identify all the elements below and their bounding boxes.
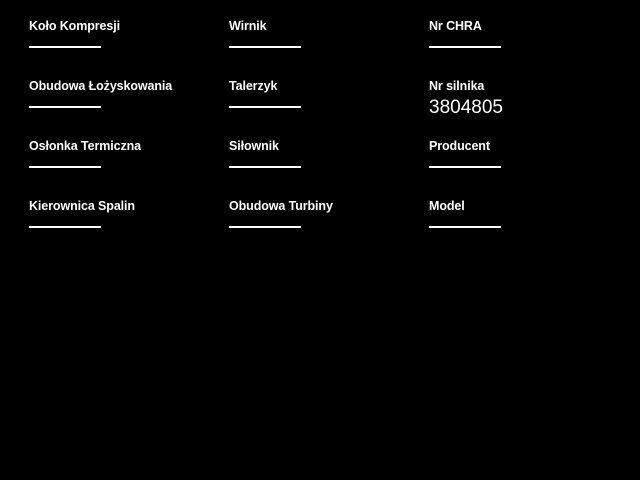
field-wirnik[interactable]: Wirnik xyxy=(229,19,419,48)
field-label: Talerzyk xyxy=(229,79,278,93)
field-label: Wirnik xyxy=(229,19,267,33)
field-underline[interactable] xyxy=(429,166,501,168)
field-label: Model xyxy=(429,199,465,213)
field-producent[interactable]: Producent xyxy=(429,139,619,168)
field-underline[interactable] xyxy=(229,46,301,48)
field-underline[interactable] xyxy=(29,226,101,228)
field-label: Nr CHRA xyxy=(429,19,482,33)
field-oslonka-termiczna[interactable]: Osłonka Termiczna xyxy=(29,139,219,168)
field-kolo-kompresji[interactable]: Koło Kompresji xyxy=(29,19,219,48)
field-underline[interactable] xyxy=(29,106,101,108)
field-label: Kierownica Spalin xyxy=(29,199,135,213)
field-label: Producent xyxy=(429,139,490,153)
field-value: 3804805 xyxy=(429,97,503,118)
field-underline[interactable] xyxy=(229,106,301,108)
field-kierownica-spalin[interactable]: Kierownica Spalin xyxy=(29,199,219,228)
field-nr-chra[interactable]: Nr CHRA xyxy=(429,19,619,48)
field-underline[interactable] xyxy=(429,226,501,228)
field-label: Obudowa Łożyskowania xyxy=(29,79,173,93)
field-underline[interactable] xyxy=(229,226,301,228)
field-underline[interactable] xyxy=(429,46,501,48)
field-label: Obudowa Turbiny xyxy=(229,199,333,213)
field-model[interactable]: Model xyxy=(429,199,619,228)
field-label: Siłownik xyxy=(229,139,279,153)
field-silownik[interactable]: Siłownik xyxy=(229,139,419,168)
field-label: Osłonka Termiczna xyxy=(29,139,141,153)
field-nr-silnika[interactable]: Nr silnika 3804805 xyxy=(429,79,619,118)
field-obudowa-turbiny[interactable]: Obudowa Turbiny xyxy=(229,199,419,228)
field-label: Nr silnika xyxy=(429,79,485,93)
field-label: Koło Kompresji xyxy=(29,19,120,33)
field-underline[interactable] xyxy=(29,46,101,48)
field-talerzyk[interactable]: Talerzyk xyxy=(229,79,419,108)
field-obudowa-lozyskowania[interactable]: Obudowa Łożyskowania xyxy=(29,79,219,108)
field-underline[interactable] xyxy=(229,166,301,168)
field-underline[interactable] xyxy=(29,166,101,168)
